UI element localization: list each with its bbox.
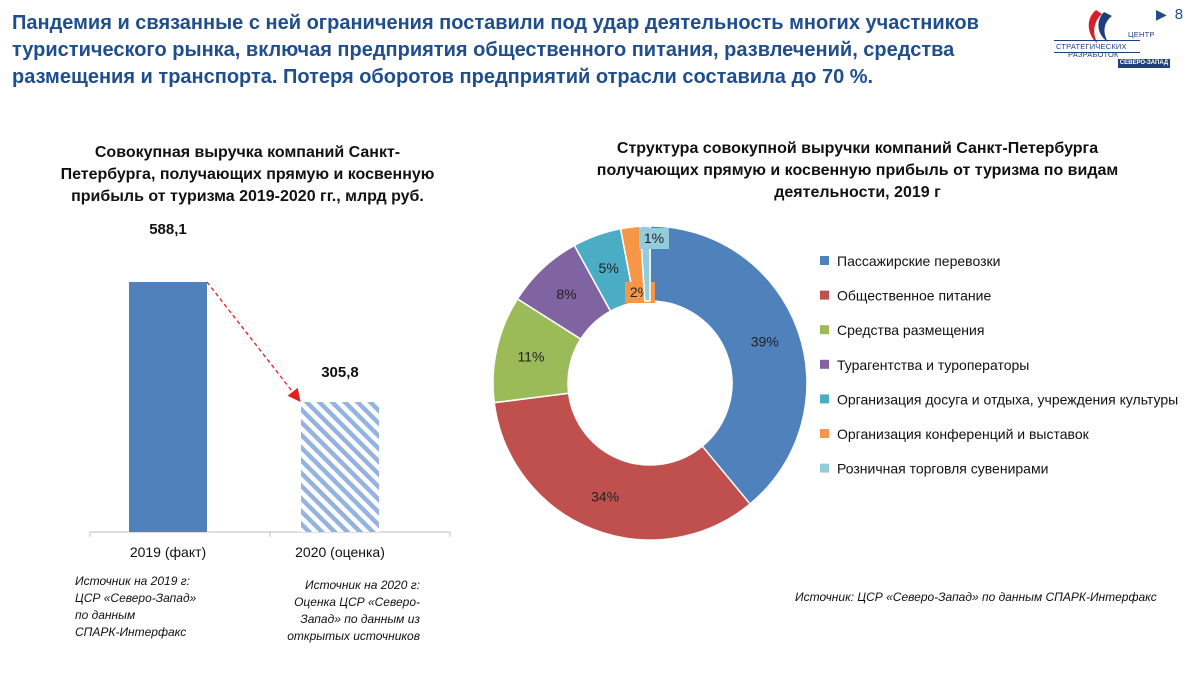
company-logo: ЦЕНТР СТРАТЕГИЧЕСКИХ РАЗРАБОТОК СЕВЕРО-З…	[1052, 8, 1174, 68]
pie-chart-title: Структура совокупной выручки компаний Са…	[596, 140, 1119, 201]
legend-swatch	[820, 394, 829, 404]
page-headline: Пандемия и связанные с ней ограничения п…	[12, 12, 979, 88]
legend-label: Пассажирские перевозки	[837, 253, 1000, 269]
bar-chart: 588,1 2019 (факт) 305,8 2020 (оценка)	[89, 221, 451, 560]
legend-swatch	[820, 429, 829, 438]
category-label: 2020 (оценка)	[295, 544, 385, 560]
note-line: по данным	[75, 608, 136, 622]
bar-value-label: 588,1	[149, 221, 187, 238]
decline-arrow	[206, 281, 301, 403]
pie-value-label: 5%	[599, 260, 619, 276]
play-arrow-icon[interactable]: ▶	[1156, 6, 1167, 22]
legend-label: Розничная торговля сувенирами	[837, 461, 1048, 477]
note-line: Источник на 2019 г:	[75, 574, 190, 588]
logo-text-line4: СЕВЕРО-ЗАПАД	[1118, 59, 1170, 68]
pie-label-box	[639, 228, 669, 249]
note-line: Запад» по данным из	[300, 612, 420, 626]
bar-1	[129, 282, 207, 532]
logo-text-line3: РАЗРАБОТОК	[1068, 50, 1119, 59]
pie-value-label: 34%	[591, 488, 619, 504]
legend-swatch	[820, 256, 829, 265]
page-number: 8	[1174, 6, 1184, 23]
source-note-2019: Источник на 2019 г: ЦСР «Северо-Запад» п…	[75, 573, 255, 641]
legend-swatch	[820, 463, 829, 473]
legend-swatch	[820, 290, 829, 300]
note-line: открытых источников	[287, 629, 420, 643]
bar-chart-title: Совокупная выручка компаний Санкт-Петерб…	[60, 144, 435, 205]
source-note-2020: Источник на 2020 г: Оценка ЦСР «Северо- …	[255, 577, 420, 645]
note-line: Источник на 2020 г:	[305, 578, 420, 592]
pie-value-label: 8%	[556, 286, 576, 302]
note-line: ЦСР «Северо-Запад»	[75, 591, 197, 605]
pie-value-label: 39%	[751, 334, 779, 350]
pie-value-label: 1%	[644, 230, 664, 246]
pie-value-label: 11%	[517, 348, 544, 364]
legend-label: Общественное питание	[837, 288, 991, 304]
category-label: 2019 (факт)	[130, 544, 206, 560]
pie-slice	[493, 392, 752, 541]
slide-nav[interactable]: ▶ 8	[1156, 6, 1183, 23]
source-note-pie: Источник: ЦСР «Северо-Запад» по данным С…	[795, 590, 1157, 604]
logo-text-line1: ЦЕНТР	[1128, 30, 1155, 39]
note-line: Оценка ЦСР «Северо-	[294, 595, 420, 609]
legend-label: Организация досуга и отдыха, учреждения …	[837, 391, 1178, 407]
logo-emblem	[1088, 10, 1112, 44]
pie-chart: 39%34%11%8%5%2%1% Пассажирские перевозки…	[492, 225, 1178, 541]
pie-slice	[649, 225, 808, 506]
legend-swatch	[820, 325, 829, 335]
bar-2	[301, 402, 379, 532]
legend-swatch	[820, 359, 829, 369]
legend-label: Организация конференций и выставок	[837, 426, 1090, 442]
legend-label: Средства размещения	[837, 322, 984, 338]
logo-text-line2: СТРАТЕГИЧЕСКИХ	[1056, 42, 1127, 51]
bar-value-label: 305,8	[321, 364, 359, 381]
legend-label: Турагентства и туроператоры	[837, 357, 1029, 373]
note-line: СПАРК-Интерфакс	[75, 625, 187, 639]
